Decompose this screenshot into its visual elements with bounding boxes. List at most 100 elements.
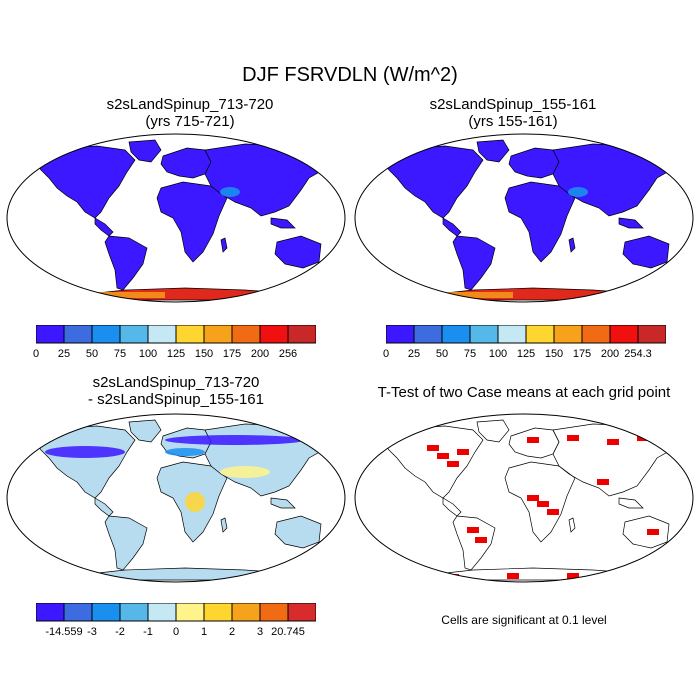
anomaly-patch bbox=[220, 466, 270, 478]
page-title: DJF FSRVDLN (W/m^2) bbox=[242, 64, 458, 86]
colorbar-swatch bbox=[203, 603, 233, 622]
significant-cells bbox=[467, 527, 479, 533]
significant-cells bbox=[507, 573, 519, 579]
colorbar-swatch bbox=[386, 325, 415, 344]
map-bottom-left bbox=[6, 413, 346, 583]
panel-title-line2: (yrs 155-161) bbox=[468, 113, 558, 130]
colorbar-swatch bbox=[63, 325, 93, 344]
map-top-right bbox=[354, 133, 694, 303]
antarctica-edge bbox=[65, 292, 165, 298]
colorbar-tick-label: 1 bbox=[200, 626, 208, 638]
anomaly-patch bbox=[165, 448, 205, 456]
continent-australia bbox=[274, 235, 322, 269]
anomaly-patch bbox=[165, 435, 305, 445]
colorbar-tick-label: 25 bbox=[57, 348, 71, 360]
continent-europe bbox=[508, 147, 560, 179]
colorbar-tick-label: 25 bbox=[407, 348, 421, 360]
continent-northAmerica bbox=[34, 425, 136, 499]
significant-cells bbox=[597, 479, 609, 485]
colorbar-tick-label: -3 bbox=[87, 626, 97, 638]
colorbar-tick-label: 254.3 bbox=[624, 348, 652, 360]
colorbar-swatch bbox=[36, 603, 65, 622]
significant-cells bbox=[447, 461, 459, 467]
colorbar-tick-label: 0 bbox=[32, 348, 40, 360]
colorbar-swatch bbox=[497, 325, 527, 344]
colorbar-tick-label: 100 bbox=[488, 348, 508, 360]
colorbar-tick-label: 125 bbox=[516, 348, 536, 360]
colorbar-tick-label: 150 bbox=[194, 348, 214, 360]
map-border bbox=[354, 413, 694, 583]
continent-europe bbox=[160, 147, 212, 179]
colorbar-swatch bbox=[259, 325, 289, 344]
significant-cells bbox=[567, 573, 579, 579]
continent-seAsia bbox=[618, 497, 644, 509]
continent-australia bbox=[622, 235, 670, 269]
significant-cells bbox=[475, 537, 487, 543]
panel-title-top-right: s2sLandSpinup_155-161 (yrs 155-161) bbox=[353, 96, 673, 130]
continent-greenland bbox=[476, 419, 510, 443]
map-top-left bbox=[6, 133, 346, 303]
desert-highlight bbox=[220, 187, 240, 197]
map-border bbox=[6, 413, 346, 583]
colorbar-swatch bbox=[637, 325, 666, 344]
panel-title-line2: - s2sLandSpinup_155-161 bbox=[88, 391, 264, 408]
colorbar-tick-label: -2 bbox=[115, 626, 125, 638]
continent-seAsia bbox=[270, 497, 296, 509]
continent-australia bbox=[274, 515, 322, 549]
continent-madagascar bbox=[568, 237, 576, 253]
map-bottom-right bbox=[354, 413, 694, 583]
continent-greenland bbox=[476, 139, 510, 163]
colorbar-tick-label: 0 bbox=[382, 348, 390, 360]
colorbar-top-left bbox=[36, 325, 316, 344]
significant-cells bbox=[437, 453, 449, 459]
colorbar-swatch bbox=[469, 325, 499, 344]
antarctica-edge bbox=[413, 292, 513, 298]
colorbar-swatch bbox=[36, 325, 65, 344]
colorbar-swatch bbox=[147, 603, 177, 622]
colorbar-tick-label: 256 bbox=[278, 348, 298, 360]
colorbar-swatch bbox=[175, 603, 205, 622]
colorbar-tick-label: 175 bbox=[572, 348, 592, 360]
panel-title-top-left: s2sLandSpinup_713-720 (yrs 715-721) bbox=[30, 96, 350, 130]
significant-cells bbox=[537, 501, 549, 507]
continent-madagascar bbox=[220, 237, 228, 253]
continent-northAmerica bbox=[34, 145, 136, 219]
significant-cells bbox=[647, 529, 659, 535]
colorbar-swatch bbox=[63, 603, 93, 622]
colorbar-tick-label: 150 bbox=[544, 348, 564, 360]
continent-greenland bbox=[128, 139, 162, 163]
continent-europe bbox=[508, 427, 560, 459]
continent-seAsia bbox=[270, 217, 296, 229]
panel-title-line1: s2sLandSpinup_713-720 bbox=[106, 96, 274, 113]
significant-cells bbox=[607, 439, 619, 445]
colorbar-tick-label: 20.745 bbox=[271, 626, 305, 638]
colorbar-swatch bbox=[91, 325, 121, 344]
colorbar-swatch bbox=[147, 325, 177, 344]
panel-title-bottom-left: s2sLandSpinup_713-720 - s2sLandSpinup_15… bbox=[5, 374, 347, 408]
colorbar-tick-label: 75 bbox=[113, 348, 127, 360]
colorbar-swatch bbox=[119, 603, 149, 622]
continent-australia bbox=[622, 515, 670, 549]
significant-cells bbox=[427, 445, 439, 451]
colorbar-tick-label: 50 bbox=[435, 348, 449, 360]
continent-northAmerica bbox=[382, 145, 484, 219]
desert-highlight bbox=[568, 187, 588, 197]
colorbar-swatch bbox=[609, 325, 639, 344]
significant-cells bbox=[527, 495, 539, 501]
colorbar-swatch bbox=[441, 325, 471, 344]
colorbar-tick-label: 200 bbox=[600, 348, 620, 360]
panel-title-bottom-right: T-Test of two Case means at each grid po… bbox=[377, 384, 671, 401]
colorbar-swatch bbox=[175, 325, 205, 344]
significant-cells bbox=[527, 437, 539, 443]
colorbar-bottom-left bbox=[36, 603, 316, 622]
colorbar-swatch bbox=[525, 325, 555, 344]
map-border bbox=[354, 133, 694, 303]
colorbar-swatch bbox=[287, 325, 316, 344]
colorbar-top-right bbox=[386, 325, 666, 344]
continent-greenland bbox=[128, 419, 162, 443]
colorbar-tick-label: 75 bbox=[463, 348, 477, 360]
significance-note: Cells are significant at 0.1 level bbox=[441, 613, 607, 627]
colorbar-swatch bbox=[287, 603, 316, 622]
colorbar-swatch bbox=[581, 325, 611, 344]
colorbar-swatch bbox=[119, 325, 149, 344]
